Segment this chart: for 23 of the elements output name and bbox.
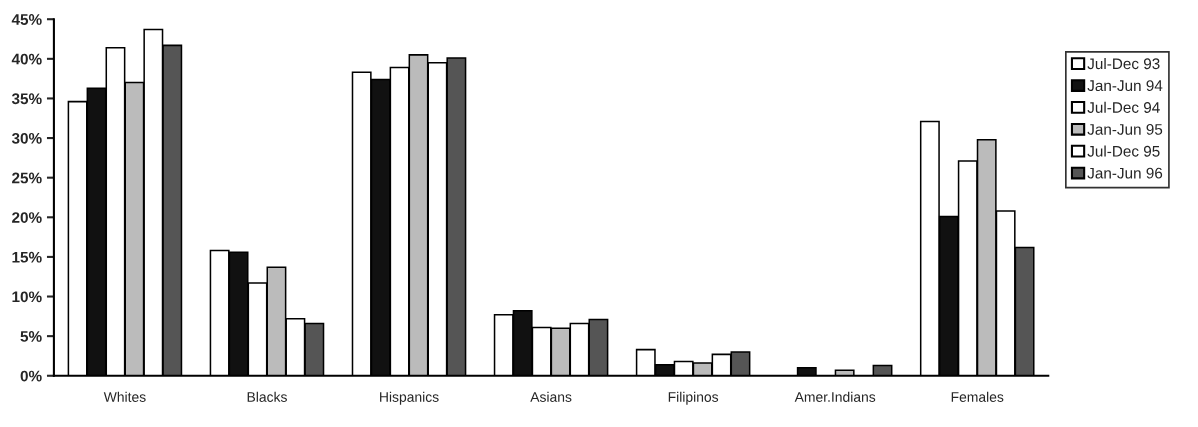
x-tick-label: Asians bbox=[530, 391, 572, 402]
y-tick-label: 10% bbox=[12, 291, 42, 303]
y-tick-label: 5% bbox=[20, 331, 42, 342]
legend-label: Jul-Dec 95 bbox=[1087, 145, 1160, 157]
x-tick-label: Females bbox=[951, 391, 1004, 402]
x-tick-label: Amer.Indians bbox=[794, 391, 876, 402]
y-tick-label: 30% bbox=[11, 132, 42, 144]
y-tick-label: 45% bbox=[11, 14, 42, 25]
y-tick-label: 40% bbox=[11, 53, 42, 65]
y-tick-label: 15% bbox=[12, 251, 42, 263]
x-tick-label: Whites bbox=[103, 391, 146, 402]
legend-label: Jul-Dec 93 bbox=[1087, 57, 1160, 70]
legend-label: Jan-Jun 95 bbox=[1087, 123, 1163, 135]
y-tick-label: 35% bbox=[11, 93, 42, 105]
x-tick-label: Blacks bbox=[247, 391, 287, 402]
y-tick-label: 20% bbox=[12, 212, 42, 223]
y-tick-label: 0% bbox=[20, 370, 42, 382]
legend-label: Jan-Jun 96 bbox=[1087, 167, 1163, 179]
x-tick-label: Hispanics bbox=[380, 391, 439, 405]
legend-label: Jan-Jun 94 bbox=[1087, 80, 1163, 92]
legend-label: Jul-Dec 94 bbox=[1087, 101, 1160, 113]
x-tick-label: Filipinos bbox=[668, 391, 719, 405]
y-tick-label: 25% bbox=[12, 172, 42, 184]
